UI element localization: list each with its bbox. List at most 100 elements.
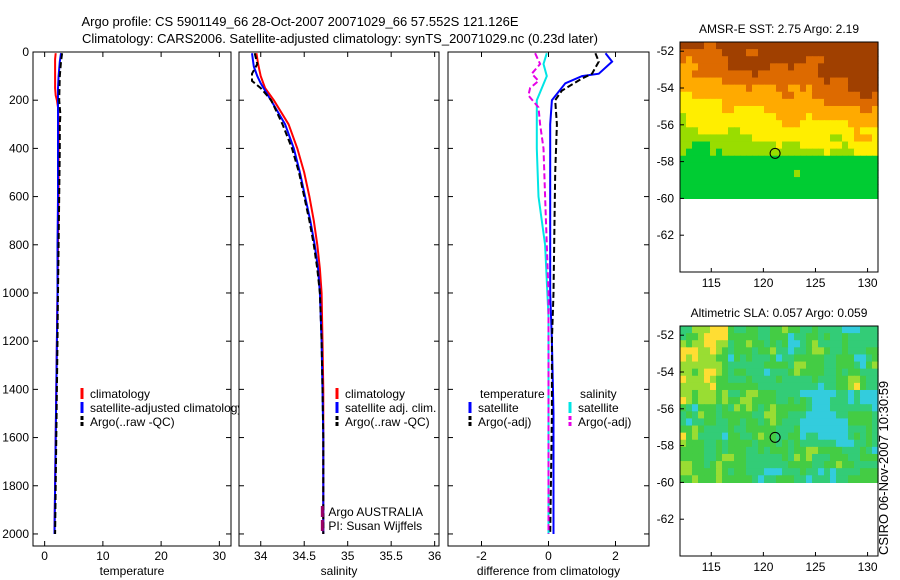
amsre_sst-map-cell xyxy=(842,184,849,192)
altimetric_sla-map-cell xyxy=(740,375,747,384)
altimetric_sla-map-cell xyxy=(818,432,825,441)
amsre_sst-map-cell xyxy=(800,42,807,50)
amsre_sst-map-cell xyxy=(830,63,837,72)
altimetric_sla-map-cell xyxy=(758,468,765,476)
amsre_sst-map-cell xyxy=(776,127,783,136)
difference-legend-header: salinity xyxy=(580,387,617,401)
altimetric_sla-map-cell xyxy=(722,361,729,370)
altimetric_sla-map-cell xyxy=(866,418,873,427)
amsre_sst-map-cell xyxy=(722,105,729,114)
amsre_sst-map-cell xyxy=(824,184,831,192)
amsre_sst-map-cell xyxy=(806,42,813,50)
altimetric_sla-map-cell xyxy=(824,468,831,476)
amsre_sst-map-cell xyxy=(698,56,705,64)
amsre_sst-map-cell xyxy=(800,91,807,100)
temperature-ytick-label: 2000 xyxy=(2,527,29,541)
altimetric_sla-map-cell xyxy=(722,461,729,469)
amsre_sst-map-cell xyxy=(842,91,849,100)
amsre_sst-map-cell xyxy=(824,98,831,107)
amsre_sst-map-cell xyxy=(788,184,795,192)
altimetric_sla-map-cell xyxy=(752,361,759,370)
amsre_sst-map-cell xyxy=(734,169,741,178)
amsre_sst-map-cell xyxy=(812,70,819,79)
amsre_sst-map-cell xyxy=(848,162,855,171)
amsre_sst-map-cell xyxy=(758,98,765,107)
amsre_sst-map-cell xyxy=(788,162,795,171)
amsre_sst-map-cell xyxy=(758,120,765,128)
amsre_sst-map-cell xyxy=(776,155,783,164)
altimetric_sla-map-cell xyxy=(848,432,855,441)
altimetric_sla-map-cell xyxy=(782,446,789,455)
amsre_sst-map-cell xyxy=(692,141,699,150)
amsre_sst-map-cell xyxy=(860,105,867,114)
altimetric_sla-map-cell xyxy=(740,475,747,483)
altimetric_sla-map-cell xyxy=(716,340,723,348)
altimetric_sla-map-cell xyxy=(692,446,699,455)
altimetric_sla-map-cell xyxy=(800,368,807,377)
altimetric_sla-map-cell xyxy=(734,382,741,391)
altimetric_sla-map-cell xyxy=(734,340,741,348)
altimetric_sla-map-cell xyxy=(818,326,825,334)
altimetric_sla-map-cell xyxy=(746,361,753,370)
amsre_sst-map-cell xyxy=(830,169,837,178)
amsre_sst-map-cell xyxy=(836,134,843,143)
altimetric_sla-map-cell xyxy=(740,439,747,448)
amsre_sst-map-cell xyxy=(728,177,735,185)
altimetric_sla-map-cell xyxy=(806,461,813,469)
amsre_sst-map-cell xyxy=(746,113,753,121)
altimetric_sla-map-cell xyxy=(722,368,729,377)
amsre_sst-map-cell xyxy=(752,120,759,128)
altimetric_sla-map-cell xyxy=(794,411,801,420)
altimetric_sla-map-cell xyxy=(872,326,879,334)
altimetric_sla-map-cell xyxy=(854,361,861,370)
altimetric_sla-map-cell xyxy=(818,425,825,434)
altimetric_sla-map-cell xyxy=(770,453,777,462)
altimetric_sla-map-cell xyxy=(812,354,819,363)
altimetric_sla-map-cell xyxy=(728,404,735,412)
amsre_sst-map-cell xyxy=(836,105,843,114)
altimetric_sla-map-cell xyxy=(692,404,699,412)
amsre_sst-map-cell xyxy=(866,56,873,64)
altimetric_sla-map-cell xyxy=(728,432,735,441)
amsre_sst-map-cell xyxy=(770,169,777,178)
difference-legend-entry: Argo(-adj) xyxy=(478,415,531,429)
amsre_sst-map-cell xyxy=(788,70,795,79)
altimetric_sla-map-cell xyxy=(782,361,789,370)
amsre_sst-map-cell xyxy=(800,84,807,93)
amsre_sst-map-cell xyxy=(710,63,717,72)
altimetric_sla-map-cell xyxy=(764,397,771,405)
amsre_sst-map-cell xyxy=(680,49,687,57)
amsre_sst-map-cell xyxy=(782,127,789,136)
amsre_sst-map-cell xyxy=(710,155,717,164)
altimetric_sla-map-cell xyxy=(758,368,765,377)
amsre_sst-map-cell xyxy=(740,184,747,192)
amsre_sst-map-cell xyxy=(764,148,771,157)
altimetric_sla-map-cell xyxy=(794,389,801,398)
altimetric_sla-map-cell xyxy=(692,361,699,370)
altimetric_sla-map-cell xyxy=(704,425,711,434)
amsre_sst-map-cell xyxy=(758,91,765,100)
amsre_sst-map-cell xyxy=(782,169,789,178)
amsre_sst-map-cell xyxy=(818,49,825,57)
altimetric_sla-map-cell xyxy=(734,453,741,462)
amsre_sst-map-cell xyxy=(752,91,759,100)
altimetric_sla-map-cell xyxy=(686,446,693,455)
altimetric_sla-map-cell xyxy=(782,418,789,427)
amsre_sst-map-cell xyxy=(776,49,783,57)
altimetric_sla-map-cell xyxy=(680,425,687,434)
altimetric_sla-map-cell xyxy=(818,375,825,384)
temperature-legend-entry: climatology xyxy=(90,387,150,401)
altimetric_sla-map-cell xyxy=(794,439,801,448)
altimetric_sla-map-cell xyxy=(746,453,753,462)
amsre_sst-map-cell xyxy=(764,184,771,192)
amsre_sst-map-cell xyxy=(752,42,759,50)
amsre_sst-map-cell xyxy=(764,77,771,86)
altimetric_sla-map-cell xyxy=(848,389,855,398)
amsre_sst-map-cell xyxy=(698,84,705,93)
altimetric_sla-map-cell xyxy=(704,375,711,384)
amsre_sst-map-cell xyxy=(872,98,879,107)
altimetric_sla-map-cell xyxy=(842,439,849,448)
altimetric_sla-map-cell xyxy=(680,340,687,348)
altimetric_sla-map-cell xyxy=(872,382,879,391)
